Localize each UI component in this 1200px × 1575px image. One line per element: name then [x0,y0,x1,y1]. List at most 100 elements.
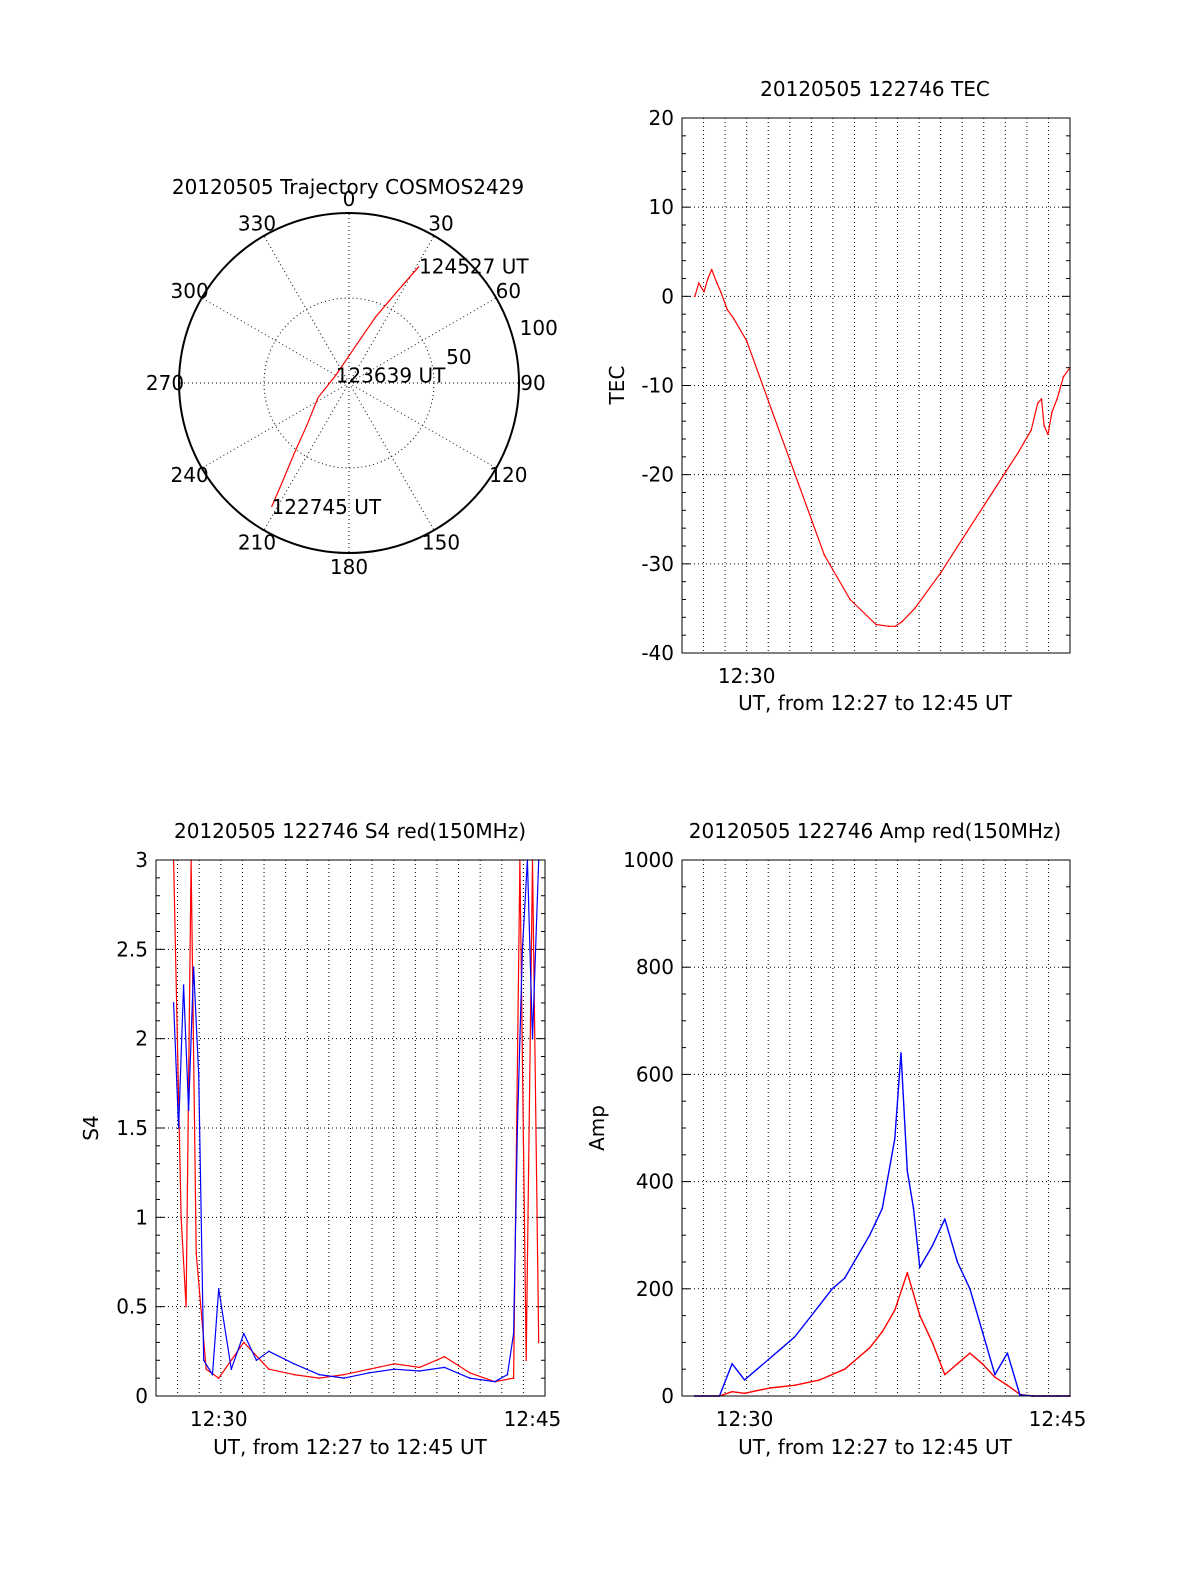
data-point-blue [881,1207,884,1210]
data-point-red [343,1373,346,1376]
y-tick-label: 0 [661,1384,674,1408]
data-point-blue [516,1127,519,1129]
data-point-red [512,1377,515,1379]
data-point-red [768,1387,771,1389]
data-point-blue [793,1336,796,1338]
data-point-blue [806,1320,808,1322]
data-point-red [185,1305,187,1308]
y-tick-label: 2.5 [116,937,148,961]
s4-title: 20120505 122746 S4 red(150MHz) [174,819,526,843]
data-point-blue [418,1370,421,1372]
data-point-red [703,291,705,293]
data-point-red [468,1372,471,1374]
data-point-red [393,1363,396,1365]
data-point-red [931,1341,934,1344]
data-point-blue [931,1245,934,1247]
polar-ring-label: 100 [520,316,558,340]
polar-spoke [263,235,350,384]
series-line-red [694,269,1071,627]
data-point-blue [768,1357,771,1360]
y-tick-label: 800 [636,955,674,979]
data-point-blue [293,1363,295,1365]
y-tick-label: 0 [135,1384,148,1408]
tec-title: 20120505 122746 TEC [760,77,990,101]
data-point-red [991,491,994,494]
amp-xlabel: UT, from 12:27 to 12:45 UT [738,1435,1013,1459]
polar-azimuth-label: 60 [496,279,521,303]
tec-xlabel: UT, from 12:27 to 12:45 UT [738,691,1013,715]
polar-azimuth-label: 300 [171,279,209,303]
data-point-blue [531,1037,534,1040]
data-point-red [818,1379,821,1381]
data-point-blue [919,1266,921,1269]
data-point-red [939,572,942,574]
x-tick-label: 12:30 [718,664,776,688]
data-point-red [919,1314,921,1317]
series-line-red [173,859,540,1383]
data-point-red [944,1373,946,1376]
data-point-blue [831,1288,833,1290]
data-point-blue [956,1261,959,1263]
data-point-blue [217,1288,220,1290]
y-tick-label: 3 [135,848,148,872]
y-tick-label: 600 [636,1062,674,1086]
data-point-red [732,317,735,320]
data-point-blue [969,1288,971,1290]
x-tick-label: 12:45 [504,1407,562,1431]
data-point-blue [731,1363,733,1365]
data-point-red [1036,402,1039,405]
data-point-red [875,623,877,626]
polar-spoke [348,235,435,384]
data-point-red [268,1368,270,1370]
s4-ylabel: S4 [79,1115,103,1140]
data-point-blue [468,1377,471,1379]
data-point-red [793,1384,796,1387]
polar-grid [178,212,520,554]
data-point-red [965,531,968,534]
polar-spoke [201,382,350,469]
data-point-red [180,1216,182,1219]
polar-spoke [201,297,350,384]
y-tick-label: 1000 [623,848,674,872]
tec-ylabel: TEC [605,366,629,406]
data-point-red [901,621,903,623]
data-point-red [525,1359,527,1362]
tec-chart: 20120505 122746 TEC UT, from 12:27 to 12… [605,77,1071,715]
data-point-blue [343,1377,346,1379]
polar-spoke [348,382,497,469]
y-tick-label: -30 [641,552,674,576]
data-point-red [195,1252,197,1254]
data-point-blue [981,1330,984,1333]
data-point-red [771,411,774,414]
data-point-red [914,607,916,610]
polar-spoke [348,297,497,384]
s4-plot-area: 0 0.5 1 1.5 2 2.5 3 12:30 12:45 [116,848,561,1431]
data-point-red [823,554,826,556]
plot-frame [155,859,546,1397]
data-point-blue [494,1380,496,1383]
data-point-red [1006,1384,1009,1387]
polar-azimuth-label: 0 [343,187,356,211]
trajectory-time-label: 124527 UT [419,254,529,278]
x-tick-label: 12:30 [716,1407,774,1431]
y-tick-label: -10 [641,374,674,398]
data-point-red [1056,398,1058,400]
data-point-red [731,1390,733,1393]
data-point-blue [856,1255,858,1258]
data-point-blue [211,1373,214,1376]
y-tick-label: -20 [641,463,674,487]
amp-ylabel: Amp [585,1105,609,1151]
polar-azimuth-labels: 0 30 60 90 120 150 180 210 240 270 300 330 50 100 [146,187,558,579]
data-point-red [797,482,800,485]
data-point-blue [868,1234,871,1236]
data-point-red [843,1368,846,1370]
data-point-blue [197,1073,200,1076]
data-point-red [743,1392,746,1395]
data-point-red [1047,433,1049,436]
data-point-blue [743,1379,746,1381]
trajectory-title: 20120505 Trajectory COSMOS2429 [172,175,524,199]
data-point-blue [187,1109,190,1111]
data-point-red [368,1368,371,1370]
y-tick-label: 10 [649,195,674,219]
data-point-red [698,282,700,284]
